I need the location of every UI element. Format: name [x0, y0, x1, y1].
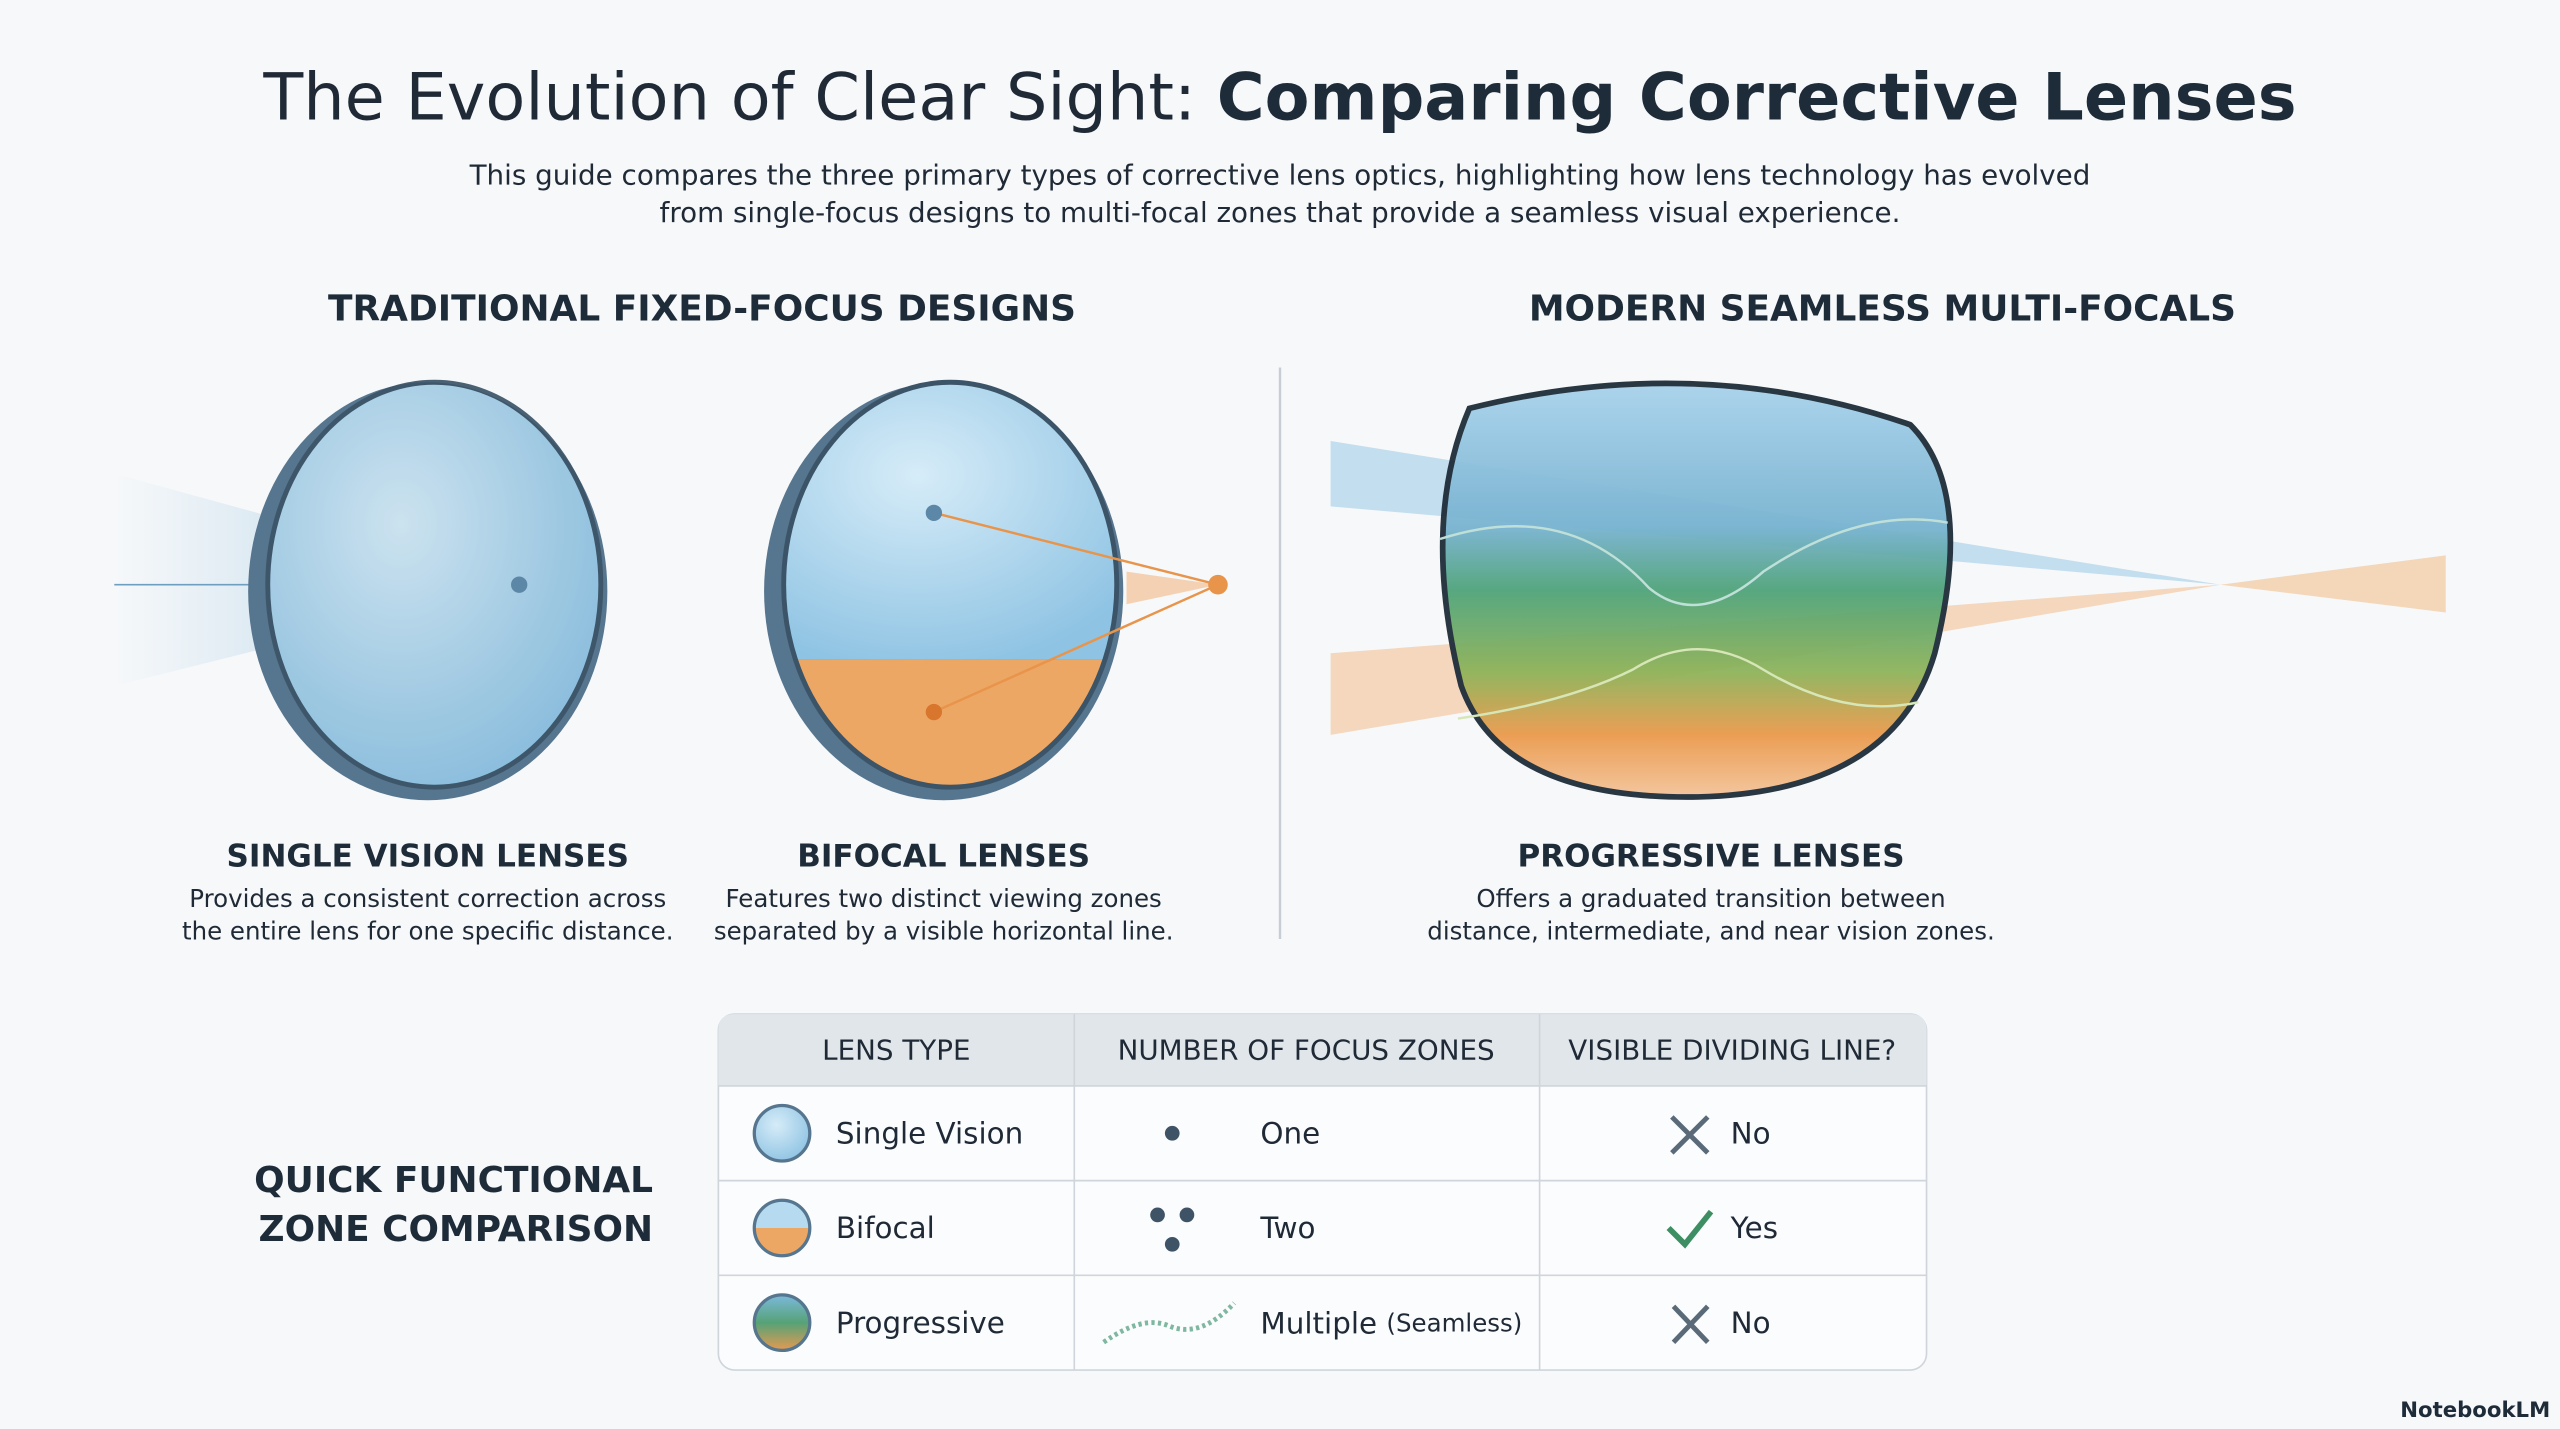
title: The Evolution of Clear Sight: Comparing … — [262, 60, 2296, 136]
cell: Bifocal — [836, 1211, 935, 1245]
table-header: LENS TYPE — [822, 1034, 970, 1067]
icon-dot — [1164, 1125, 1180, 1141]
cell: Two — [1259, 1211, 1315, 1245]
lens-description: Offers a graduated transition between — [1476, 884, 1945, 913]
progressive-lens — [1439, 380, 1954, 800]
focal-point — [925, 703, 943, 721]
cell-main: Multiple — [1260, 1306, 1377, 1340]
light-ray — [2220, 555, 2446, 613]
section-heading: MODERN SEAMLESS MULTI-FOCALS — [1529, 288, 2236, 329]
cell-note: (Seamless) — [1386, 1308, 1522, 1337]
shape — [1164, 1236, 1180, 1252]
cell: Multiple (Seamless) — [1260, 1306, 1522, 1340]
lens-description: Provides a consistent correction across — [189, 884, 666, 913]
lens-name: SINGLE VISION LENSES — [227, 838, 629, 874]
table-label: QUICK FUNCTIONAL — [254, 1160, 653, 1201]
icon-outline — [752, 1198, 812, 1258]
single-vision-lens — [265, 379, 604, 790]
lens-name: PROGRESSIVE LENSES — [1517, 838, 1904, 874]
lens-description: distance, intermediate, and near vision … — [1427, 916, 1994, 945]
cell: No — [1731, 1116, 1771, 1150]
light-ray — [1126, 571, 1218, 605]
lens-description: Features two distinct viewing zones — [726, 884, 1162, 913]
icon-cross — [1670, 1115, 1710, 1155]
lens-description: separated by a visible horizontal line. — [714, 916, 1174, 945]
brand: NotebookLM — [2400, 1398, 2550, 1423]
cell: Progressive — [836, 1306, 1005, 1340]
shape — [1179, 1207, 1195, 1223]
cell: No — [1731, 1306, 1771, 1340]
shape — [1150, 1207, 1165, 1223]
icon-dots — [1150, 1207, 1195, 1252]
icon-check — [1666, 1209, 1714, 1249]
lens-description: the entire lens for one specific distanc… — [182, 916, 674, 945]
table-grid — [718, 1014, 1927, 1371]
title-lead: The Evolution of Clear Sight: — [262, 60, 1196, 136]
zone-boundary — [1457, 648, 1919, 720]
icon-single — [752, 1103, 812, 1163]
table-header-bg — [718, 1014, 1927, 1086]
focal-point — [925, 504, 943, 522]
subtitle: This guide compares the three primary ty… — [469, 159, 2091, 192]
table-header: NUMBER OF FOCUS ZONES — [1118, 1034, 1495, 1067]
focal-point — [511, 576, 528, 593]
cell: One — [1260, 1116, 1320, 1150]
table-label: ZONE COMPARISON — [259, 1209, 653, 1250]
table-header: VISIBLE DIVIDING LINE? — [1568, 1034, 1896, 1067]
lens-outline — [781, 379, 1120, 790]
zone-boundary — [1439, 518, 1948, 607]
cell: Yes — [1730, 1211, 1778, 1245]
section-heading: TRADITIONAL FIXED-FOCUS DESIGNS — [328, 288, 1076, 329]
cell: Single Vision — [836, 1116, 1023, 1150]
title-bold: Comparing Corrective Lenses — [1217, 60, 2297, 136]
focal-point — [1208, 574, 1228, 595]
icon-cross — [1671, 1304, 1710, 1344]
lens-name: BIFOCAL LENSES — [797, 838, 1090, 874]
subtitle: from single-focus designs to multi-focal… — [660, 196, 1901, 229]
icon-wave — [1102, 1301, 1237, 1345]
icon-progressive — [752, 1293, 812, 1353]
